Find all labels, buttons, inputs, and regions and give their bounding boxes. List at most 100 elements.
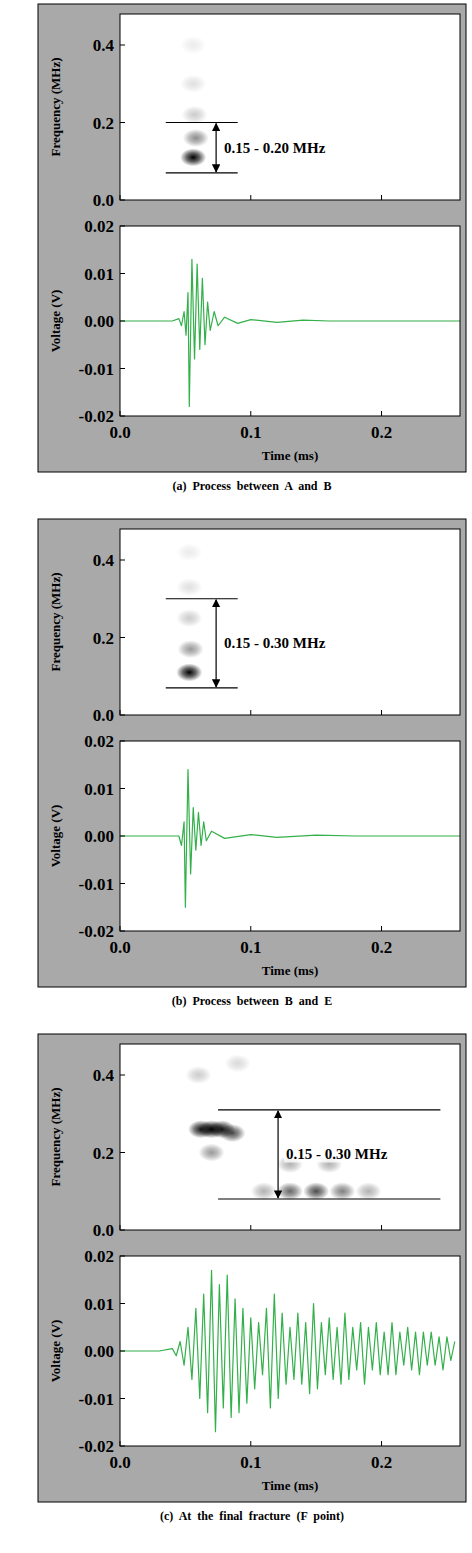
x-tick	[250, 411, 251, 416]
y-tick-label: 0.00	[84, 1342, 114, 1361]
y-tick	[120, 883, 125, 884]
x-tick-label: 0.1	[240, 423, 261, 442]
y-tick-label: 0.00	[84, 312, 114, 331]
x-tick	[381, 926, 382, 931]
y-tick	[120, 637, 125, 638]
y-tick-label: 0.02	[84, 732, 114, 751]
spectrogram-blob	[180, 36, 206, 54]
y-tick-label: -0.01	[79, 875, 114, 894]
plot-area	[120, 741, 460, 931]
spectrogram-marks	[176, 543, 203, 681]
x-axis-title: Time (ms)	[262, 1478, 318, 1493]
plot-frame	[120, 741, 460, 931]
panel-caption: (b) Process between B and E	[172, 994, 332, 1008]
y-axis-title: Voltage (V)	[48, 1320, 63, 1383]
line-marks	[120, 770, 460, 908]
x-tick-label: 0.0	[109, 1453, 130, 1472]
panel-box	[38, 1034, 466, 1502]
y-tick	[120, 1152, 125, 1153]
spectrogram-blob	[176, 609, 202, 627]
spectrogram-blob	[178, 640, 204, 658]
spectrogram-blob	[329, 1182, 355, 1200]
y-tick	[120, 560, 125, 561]
bracket-line	[218, 1198, 440, 1199]
panel-caption: (c) At the final fracture (F point)	[160, 1509, 344, 1523]
x-tick	[381, 411, 382, 416]
y-tick	[120, 1398, 125, 1399]
y-tick-label: 0.01	[84, 780, 114, 799]
spectrogram-blob	[277, 1182, 303, 1200]
y-tick-label: 0.0	[93, 706, 114, 725]
x-tick-label: 0.2	[371, 1453, 392, 1472]
spectrogram-blob	[176, 663, 202, 681]
y-axis-title: Frequency (MHz)	[48, 57, 63, 156]
label-patch	[222, 635, 328, 651]
y-tick	[120, 45, 125, 46]
y-axis-title: Voltage (V)	[48, 290, 63, 353]
panel-box	[38, 519, 466, 987]
x-axis-title: Time (ms)	[262, 963, 318, 978]
x-tick	[250, 710, 251, 715]
x-axis-title: Time (ms)	[262, 448, 318, 463]
y-tick	[120, 1075, 125, 1076]
plot-area	[120, 529, 460, 715]
label-patch	[222, 140, 328, 156]
y-tick-label: 0.0	[93, 1221, 114, 1240]
x-tick	[250, 1441, 251, 1446]
x-tick	[250, 926, 251, 931]
y-tick-label: 0.0	[93, 191, 114, 210]
spectrogram-blob	[180, 75, 206, 93]
spectrogram-blob	[180, 148, 206, 166]
y-tick	[120, 788, 125, 789]
y-tick	[120, 368, 125, 369]
panel-caption: (a) Process between A and B	[172, 479, 331, 493]
y-tick	[120, 122, 125, 123]
spectrogram-blob	[185, 1066, 211, 1084]
spectrogram-blob	[176, 543, 202, 561]
spectrogram-marks	[185, 1054, 381, 1200]
y-tick	[120, 1303, 125, 1304]
spectrogram-blob	[219, 1124, 245, 1142]
plot-frame	[120, 1256, 460, 1446]
y-tick-label: 0.01	[84, 265, 114, 284]
bracket-line	[166, 687, 238, 688]
waveform	[120, 770, 460, 908]
x-tick-label: 0.1	[240, 1453, 261, 1472]
x-tick	[381, 710, 382, 715]
spectrogram-blob	[355, 1182, 381, 1200]
x-tick	[381, 195, 382, 200]
x-tick	[250, 195, 251, 200]
figure: 0.0 0.2 0.4 Frequency (MHz) 0.15 - 0.20 MHz -…	[0, 0, 472, 1553]
annotation-label: 0.15 - 0.30 MHz	[224, 635, 326, 651]
y-tick-label: 0.2	[93, 114, 114, 133]
bracket-line	[166, 122, 238, 123]
line-marks	[120, 259, 460, 406]
x-tick-label: 0.1	[240, 938, 261, 957]
plot-area	[120, 1044, 460, 1230]
y-axis-title: Frequency (MHz)	[48, 572, 63, 671]
y-tick-label: -0.01	[79, 360, 114, 379]
y-tick-label: 0.02	[84, 217, 114, 236]
plot-area	[120, 1256, 460, 1446]
y-tick	[120, 321, 125, 322]
y-tick-label: 0.2	[93, 1144, 114, 1163]
x-tick-label: 0.0	[109, 938, 130, 957]
panel-box	[38, 4, 466, 472]
annotation-label: 0.15 - 0.20 MHz	[224, 140, 326, 156]
annotation-label: 0.15 - 0.30 MHz	[286, 1146, 388, 1162]
label-patch	[284, 1146, 390, 1162]
plot-frame	[120, 226, 460, 416]
y-tick-label: 0.4	[93, 551, 115, 570]
spectrogram-marks	[180, 36, 209, 166]
spectrogram-blob	[303, 1182, 329, 1200]
spectrogram-blob	[183, 129, 209, 147]
y-tick	[120, 836, 125, 837]
y-tick-label: 0.4	[93, 1066, 115, 1085]
y-tick-label: 0.2	[93, 629, 114, 648]
x-tick-label: 0.2	[371, 938, 392, 957]
waveform	[120, 259, 460, 406]
x-tick	[381, 1225, 382, 1230]
plot-area	[120, 226, 460, 416]
y-axis-title: Voltage (V)	[48, 805, 63, 868]
x-tick	[250, 1225, 251, 1230]
